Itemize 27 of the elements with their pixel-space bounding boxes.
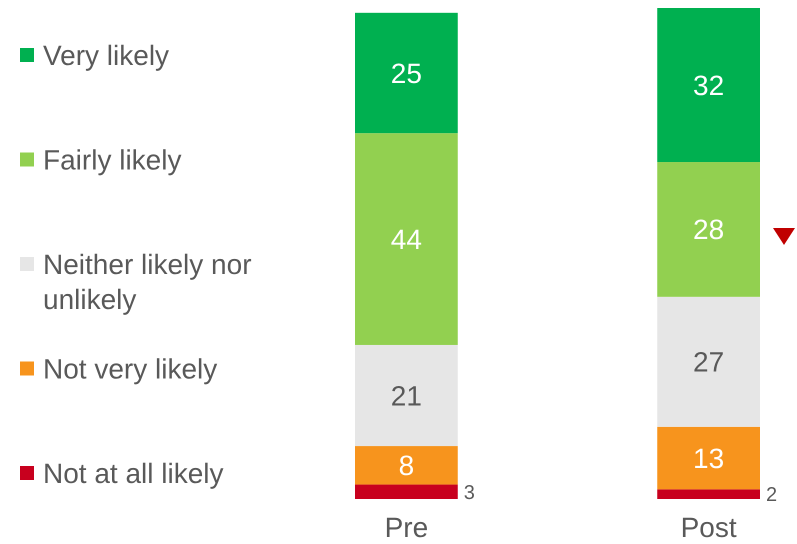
- legend-label: Very likely: [43, 40, 170, 71]
- legend-label: Not very likely: [43, 353, 218, 384]
- bar: [657, 8, 760, 162]
- legend-label: Not at all likely: [43, 458, 224, 489]
- data-label: 27: [693, 346, 724, 378]
- bar: [355, 344, 458, 446]
- legend-label: Neither likely nor unlikely: [43, 248, 252, 315]
- data-label: 2: [766, 484, 778, 506]
- data-label: 3: [464, 482, 475, 504]
- legend-label: Fairly likely: [43, 144, 182, 176]
- bar: [657, 426, 760, 490]
- data-label: 13: [693, 442, 724, 474]
- bar: [657, 296, 760, 427]
- data-label: 8: [398, 450, 414, 482]
- data-label: 28: [693, 214, 724, 246]
- data-label: 21: [390, 380, 422, 412]
- x-tick-label: Post: [680, 512, 737, 543]
- data-label: 32: [693, 70, 724, 101]
- bar: [355, 12, 458, 134]
- bar: [355, 446, 458, 485]
- bar: [355, 133, 458, 345]
- x-tick-label: Pre: [384, 512, 428, 543]
- bar: [657, 489, 760, 499]
- bar: [657, 162, 760, 297]
- data-label: 25: [390, 58, 422, 89]
- bar: [355, 484, 458, 499]
- data-label: 44: [390, 224, 422, 255]
